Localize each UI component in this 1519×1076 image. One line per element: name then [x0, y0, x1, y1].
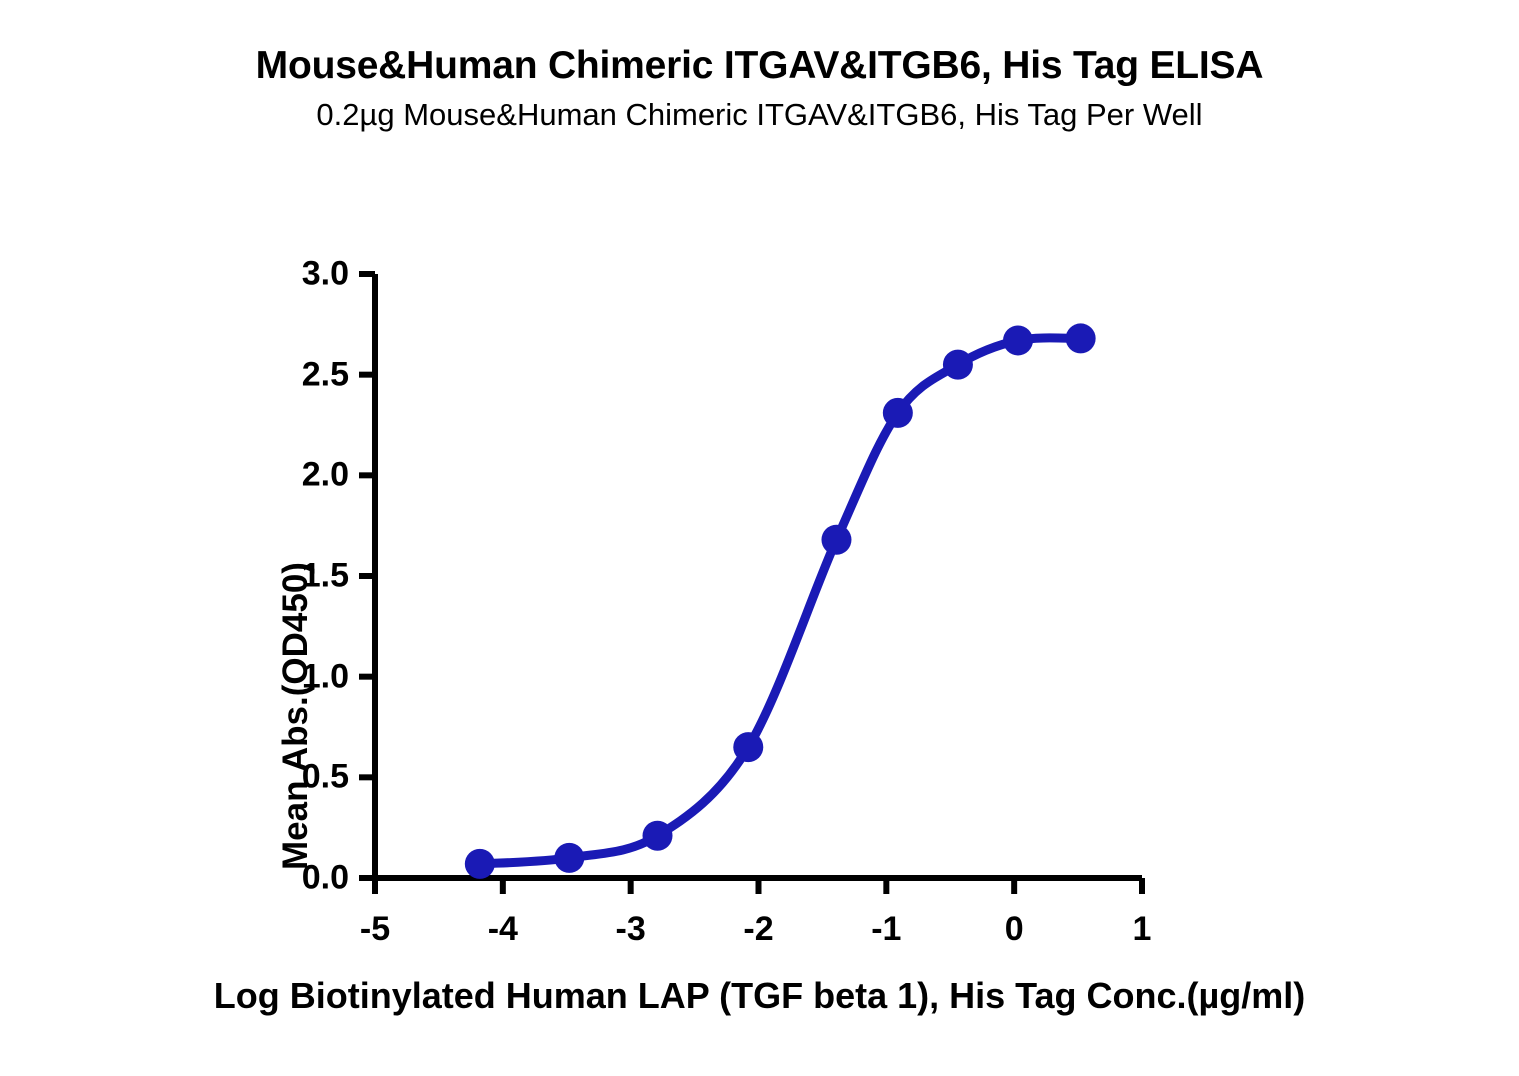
data-point-marker: [642, 820, 673, 851]
y-tick-label: 3.0: [301, 254, 349, 293]
y-tick-label: 0.5: [301, 757, 349, 796]
data-point-marker: [554, 842, 585, 873]
y-tick-label: 2.5: [301, 355, 349, 394]
x-tick-label: -2: [743, 910, 774, 948]
data-point-marker: [1003, 325, 1034, 356]
x-axis-title: Log Biotinylated Human LAP (TGF beta 1),…: [213, 975, 1306, 1016]
x-tick-label: -4: [487, 910, 518, 948]
chart-title: Mouse&Human Chimeric ITGAV&ITGB6, His Ta…: [255, 44, 1264, 87]
x-tick-label: -5: [359, 910, 391, 948]
y-tick-label: 1.0: [301, 657, 349, 696]
y-tick-label: 0.0: [301, 858, 349, 897]
y-tick-label: 1.5: [301, 556, 349, 595]
axis-ticks: [359, 271, 1145, 894]
x-tick-label: -1: [871, 910, 902, 948]
x-tick-label: 0: [1004, 910, 1024, 948]
data-point-marker: [1065, 323, 1096, 354]
title-block: Mouse&Human Chimeric ITGAV&ITGB6, His Ta…: [0, 44, 1519, 132]
x-tick-label: 1: [1132, 910, 1152, 948]
data-point-marker: [821, 524, 852, 555]
data-point-marker: [882, 397, 913, 428]
chart-subtitle: 0.2µg Mouse&Human Chimeric ITGAV&ITGB6, …: [316, 96, 1203, 132]
data-point-marker: [942, 349, 973, 380]
y-tick-label: 2.0: [301, 455, 349, 494]
data-series-group: [464, 323, 1096, 879]
data-point-marker: [733, 732, 764, 763]
data-point-marker: [464, 848, 495, 879]
axis-lines: [372, 274, 1142, 881]
x-tick-label: -3: [615, 910, 646, 948]
series-line: [475, 333, 1086, 869]
